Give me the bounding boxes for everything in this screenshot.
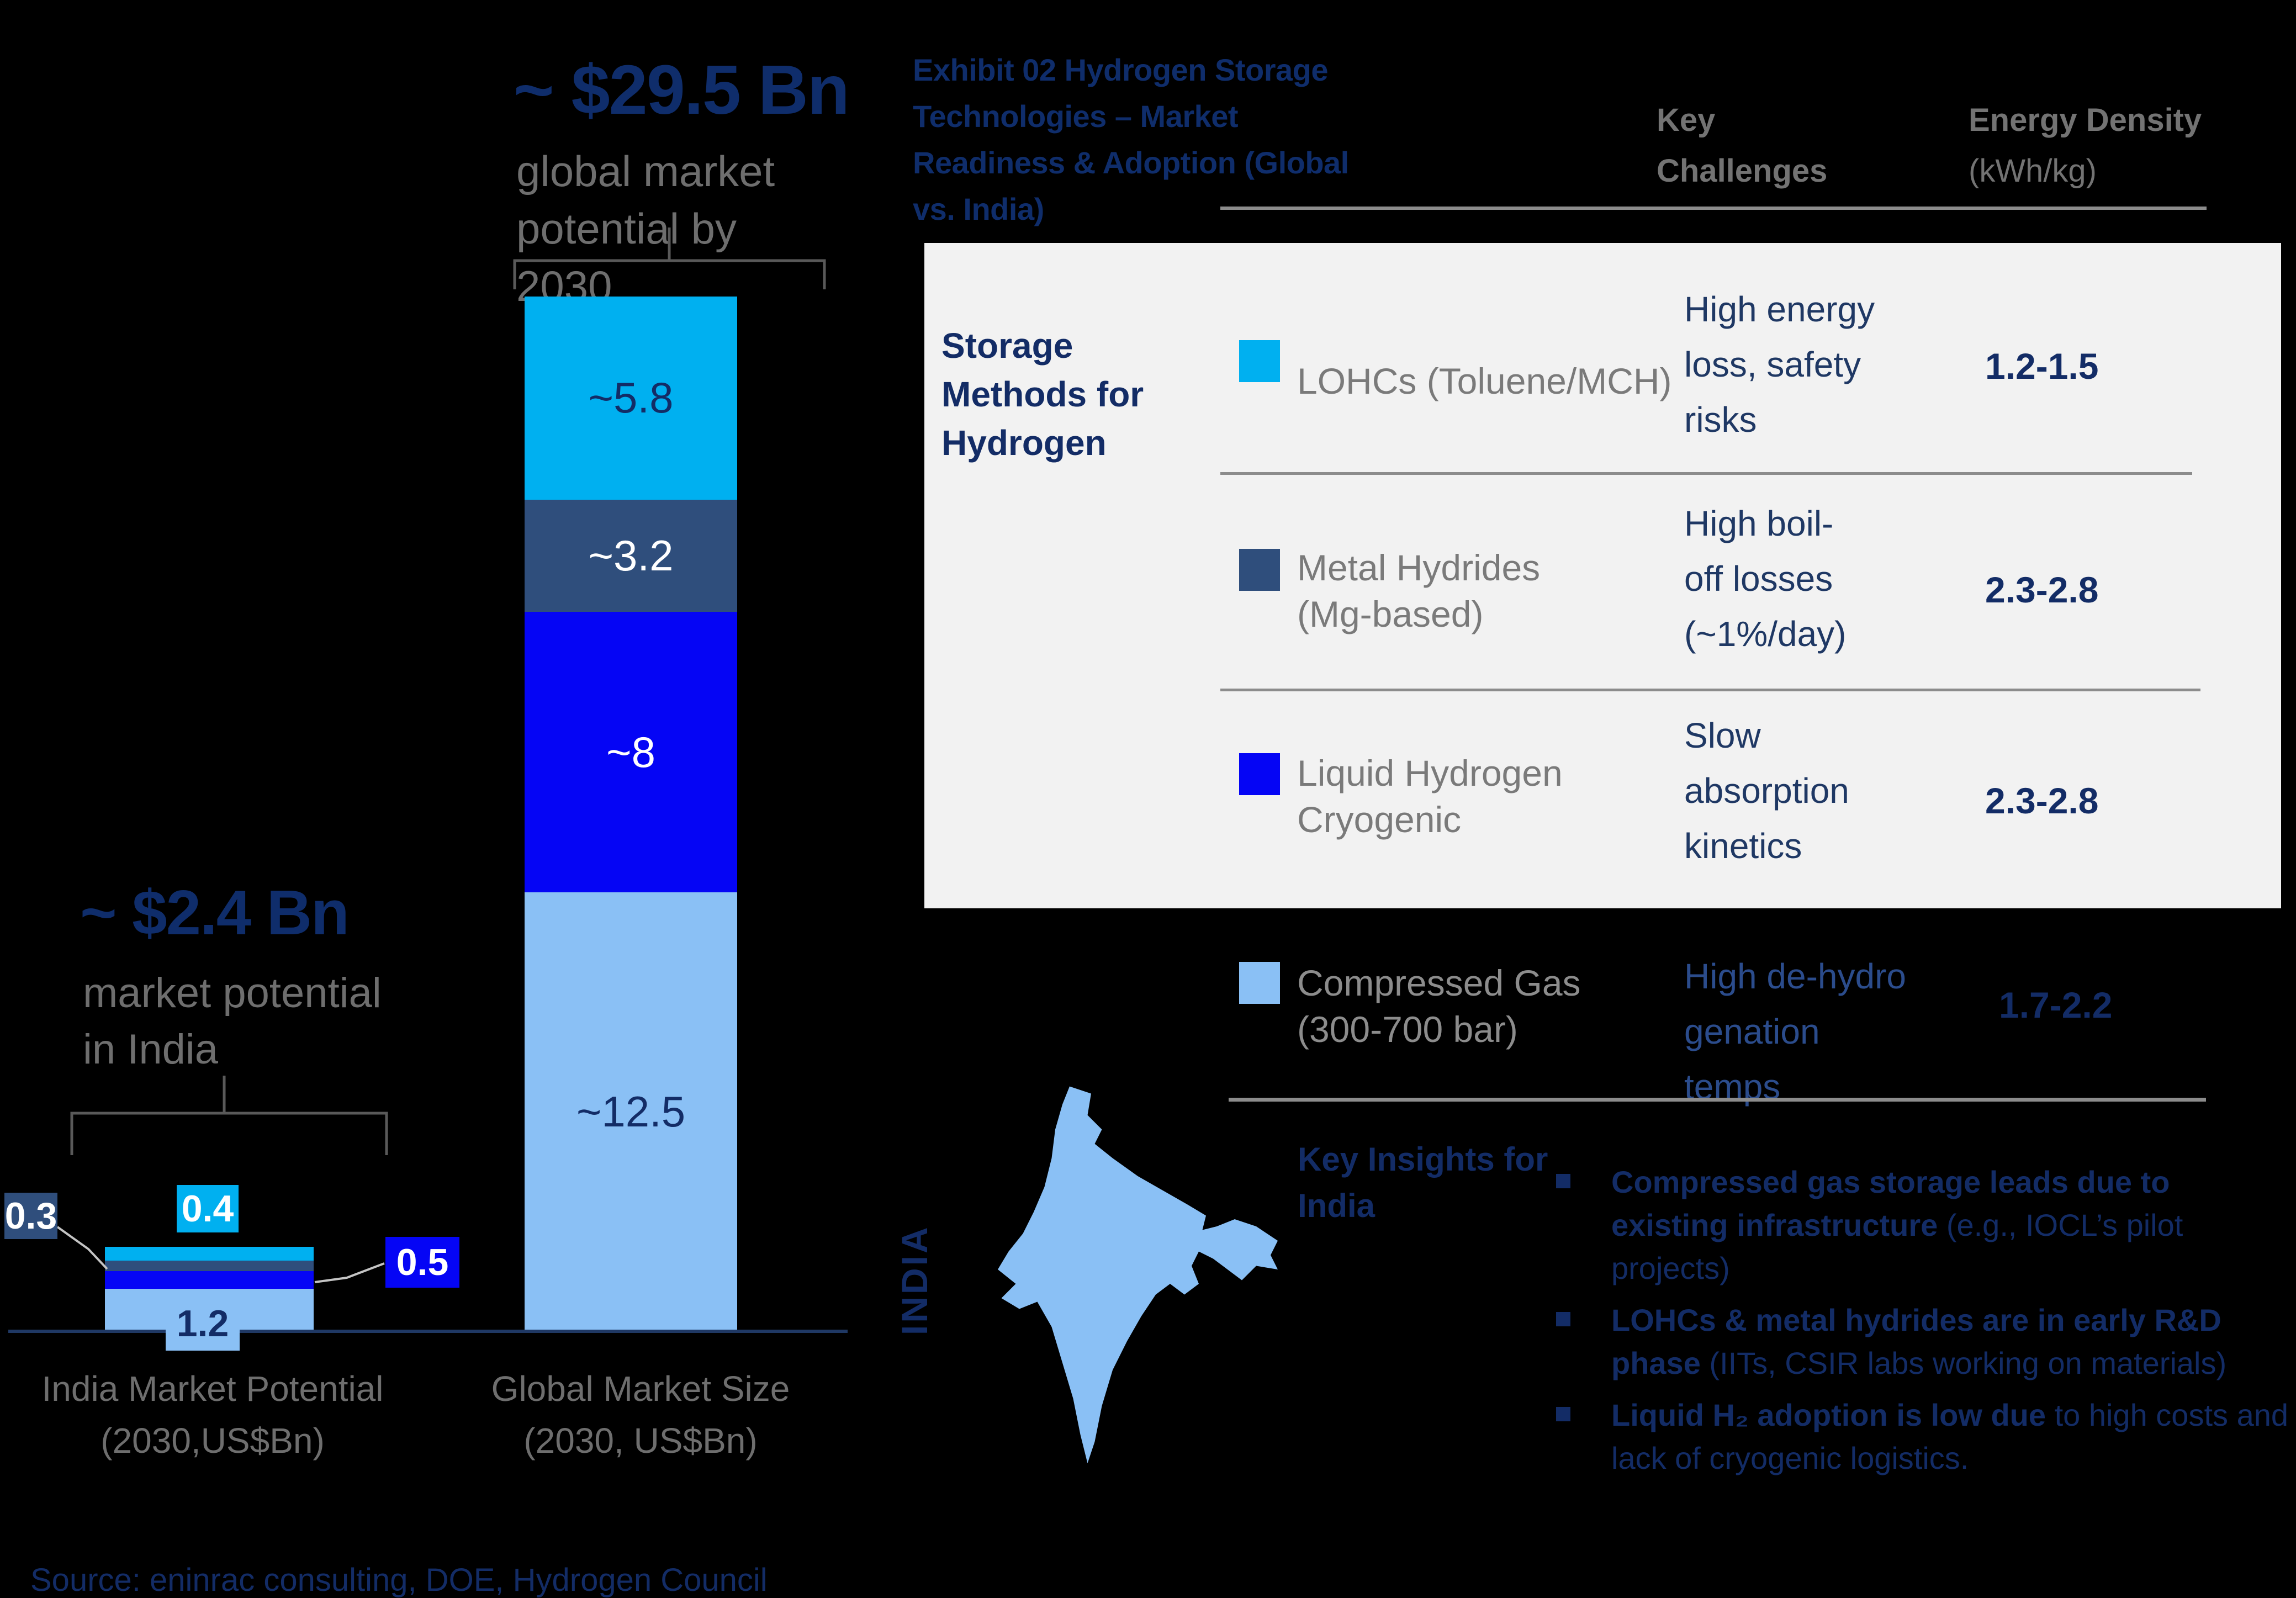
callout-compressed-gas-value: 1.2	[166, 1297, 240, 1351]
bar-segment-lohcs-toluene-mch-: ~5.8	[525, 296, 737, 500]
bar-segment-value-label: ~12.5	[576, 1087, 686, 1136]
key-insights-heading: Key Insights for India	[1298, 1141, 1548, 1224]
table-group-label: Storage Methods for Hydrogen	[941, 326, 1144, 463]
bar-segment-liquid-hydrogen-cryogenic	[105, 1271, 314, 1289]
india-map-label: INDIA	[894, 1225, 935, 1335]
header-divider	[1220, 207, 2207, 210]
table-row-energy: 2.3-2.8	[1985, 780, 2099, 821]
legend-swatch-lohc-icon	[1239, 340, 1280, 382]
bullet-square-icon	[1556, 1312, 1570, 1326]
bullet-square-icon	[1556, 1174, 1570, 1188]
global-stacked-bar: ~5.8 ~3.2 ~8 ~12.5	[525, 296, 737, 1331]
bar-segment-metal-hydrides-mg-based-	[105, 1260, 314, 1272]
insight-bold-text: Liquid H₂ adoption is low due	[1611, 1398, 2046, 1432]
india-market-subline: market potential in India	[83, 970, 382, 1073]
bar-segment-compressed-gas-300-700-bar-: ~12.5	[525, 892, 737, 1331]
india-market-headline: ~ $2.4 Bn	[80, 878, 350, 948]
row-divider	[1229, 1098, 2206, 1102]
insight-bold-text: LOHCs & metal hydrides are in early R&D …	[1611, 1303, 2221, 1380]
category-label-india-line2: (2030,US$Bn)	[100, 1421, 325, 1461]
insight-rest-text: to high costs and lack of cryogenic logi…	[1611, 1398, 2288, 1475]
leader-line-0-3	[56, 1226, 108, 1270]
global-market-headline: ~ $29.5 Bn	[514, 51, 850, 129]
legend-swatch-metal-hydrides-icon	[1239, 549, 1280, 591]
table-row-energy: 1.2-1.5	[1985, 346, 2099, 387]
table-row-method: LOHCs (Toluene/MCH)	[1297, 361, 1672, 401]
bar-segment-lohcs-toluene-mch-	[105, 1246, 314, 1261]
exhibit-title: Exhibit 02 Hydrogen Storage Technologies…	[913, 52, 1349, 226]
india-map	[998, 1086, 1278, 1463]
list-item: Compressed gas storage leads due to exis…	[1551, 1161, 2293, 1290]
bar-segment-value-label: ~3.2	[588, 531, 674, 580]
table-row-challenge: High de-hydro genation temps	[1684, 956, 1906, 1107]
india-map-shape	[998, 1086, 1278, 1463]
list-item: LOHCs & metal hydrides are in early R&D …	[1551, 1299, 2293, 1385]
table-row-challenge: Slow absorption kinetics	[1684, 716, 1849, 866]
category-label-global-line2: (2030, US$Bn)	[523, 1421, 758, 1461]
category-label-india-line1: India Market Potential	[41, 1369, 384, 1409]
insight-bold-text: Compressed gas storage leads due to exis…	[1611, 1165, 2170, 1242]
column-header-energy-line2: (kWh/kg)	[1969, 153, 2097, 189]
row-divider	[1220, 472, 2192, 475]
legend-swatch-compressed-gas-icon	[1239, 962, 1280, 1004]
callout-lohc-value: 0.4	[177, 1185, 239, 1232]
bar-segment-metal-hydrides-mg-based-: ~3.2	[525, 500, 737, 612]
category-label-global: Global Market Size (2030, US$Bn)	[458, 1363, 823, 1467]
india-bracket	[70, 1076, 388, 1155]
callout-liquid-h2-value: 0.5	[385, 1237, 459, 1288]
global-market-subline: global market potential by 2030	[516, 147, 775, 310]
table-row-method: Liquid Hydrogen Cryogenic	[1297, 753, 1563, 840]
table-row-energy: 2.3-2.8	[1985, 569, 2099, 610]
list-item: Liquid H₂ adoption is low due to high co…	[1551, 1394, 2293, 1480]
bar-segment-value-label: ~8	[606, 727, 655, 776]
column-header-energy-line1: Energy Density	[1969, 102, 2202, 138]
row-divider	[1220, 689, 2200, 691]
table-row-energy: 1.7-2.2	[1999, 985, 2113, 1025]
insight-rest-text: (IITs, CSIR labs working on materials)	[1700, 1346, 2227, 1380]
india-stacked-bar	[105, 1246, 314, 1331]
table-row-challenge: High energy loss, safety risks	[1684, 289, 1875, 440]
column-header-key-challenges: Key Challenges	[1657, 102, 1828, 189]
insight-rest-text: (e.g., IOCL’s pilot projects)	[1611, 1208, 2183, 1285]
bar-segment-liquid-hydrogen-cryogenic: ~8	[525, 612, 737, 893]
legend-swatch-liquid-h2-icon	[1239, 753, 1280, 795]
table-row-method: Metal Hydrides (Mg-based)	[1297, 547, 1541, 634]
x-axis-line	[8, 1330, 848, 1333]
category-label-india: India Market Potential (2030,US$Bn)	[0, 1363, 425, 1467]
source-note: Source: eninrac consulting, DOE, Hydroge…	[30, 1562, 768, 1598]
leader-line-0-5	[314, 1262, 385, 1283]
key-insights-list: Compressed gas storage leads due to exis…	[1551, 1161, 2293, 1489]
callout-metal-hydrides-value: 0.3	[4, 1193, 57, 1239]
column-header-energy-density: Energy Density (kWh/kg)	[1969, 95, 2278, 197]
bar-segment-value-label: ~5.8	[588, 373, 674, 422]
table-row-challenge: High boil-off losses (~1%/day)	[1684, 504, 1847, 654]
category-label-global-line1: Global Market Size	[491, 1369, 790, 1409]
bullet-square-icon	[1556, 1407, 1570, 1421]
table-row-method: Compressed Gas (300-700 bar)	[1297, 962, 1581, 1050]
table-panel	[924, 243, 2281, 908]
